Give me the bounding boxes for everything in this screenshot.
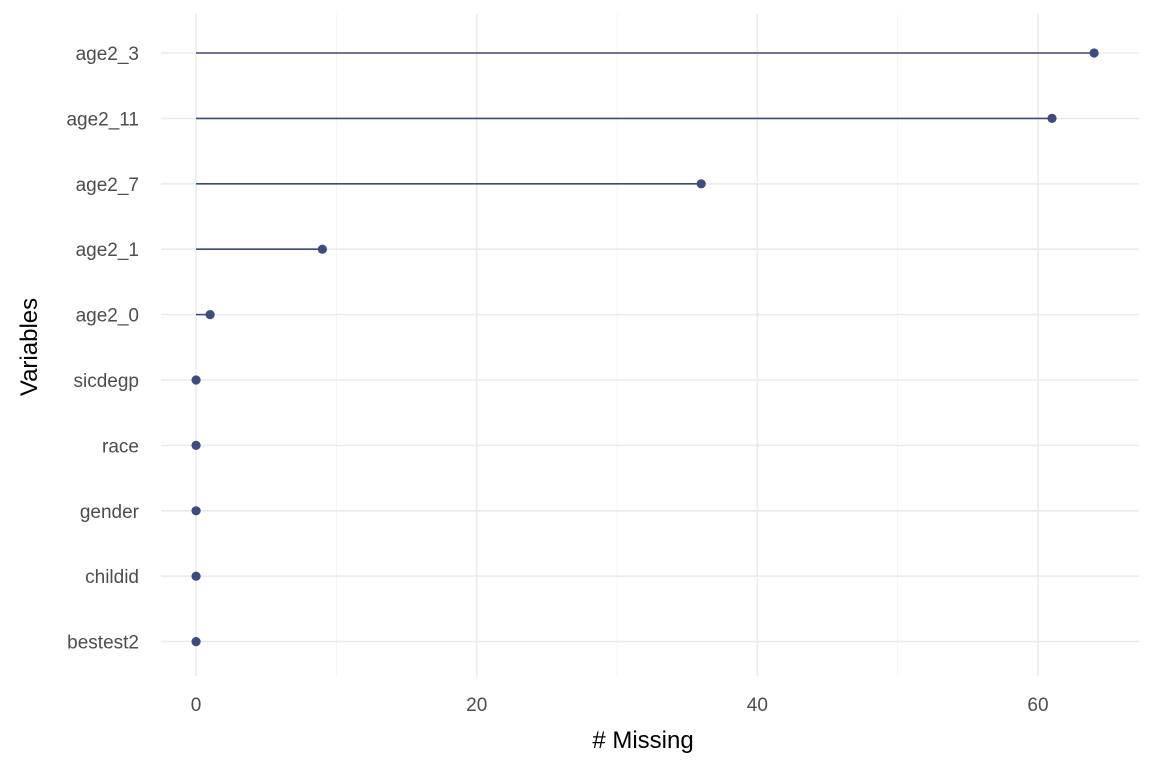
lollipop-point [205, 310, 215, 320]
lollipop-point [696, 179, 706, 189]
x-tick-label: 40 [747, 695, 768, 716]
y-tick-label: age2_7 [76, 175, 139, 196]
lollipop-point [317, 244, 327, 254]
lollipop-point [191, 375, 201, 385]
y-tick-label: age2_11 [66, 109, 139, 130]
y-tick-label: age2_1 [76, 240, 139, 261]
lollipop-point [191, 440, 201, 450]
x-axis-title: # Missing [592, 727, 693, 754]
lollipop-point [1089, 48, 1099, 58]
lollipop-point [191, 637, 201, 647]
y-tick-label: race [102, 436, 139, 457]
lollipop-point [1047, 113, 1057, 123]
lollipop-point [191, 571, 201, 581]
lollipops [191, 48, 1099, 647]
lollipop-point [191, 506, 201, 516]
y-tick-label: bestest2 [67, 633, 139, 654]
x-tick-label: 20 [466, 695, 487, 716]
y-tick-label: childid [85, 567, 139, 588]
y-tick-label: sicdegp [74, 371, 140, 392]
x-tick-label: 60 [1027, 695, 1048, 716]
y-tick-label: gender [80, 502, 140, 523]
y-tick-label: age2_0 [76, 306, 139, 327]
x-tick-label: 0 [191, 695, 202, 716]
y-tick-label: age2_3 [76, 44, 139, 65]
x-tick-labels: 0 20 40 60 [191, 695, 1049, 716]
y-axis-title: Variables [16, 298, 43, 396]
grid [161, 14, 1139, 676]
